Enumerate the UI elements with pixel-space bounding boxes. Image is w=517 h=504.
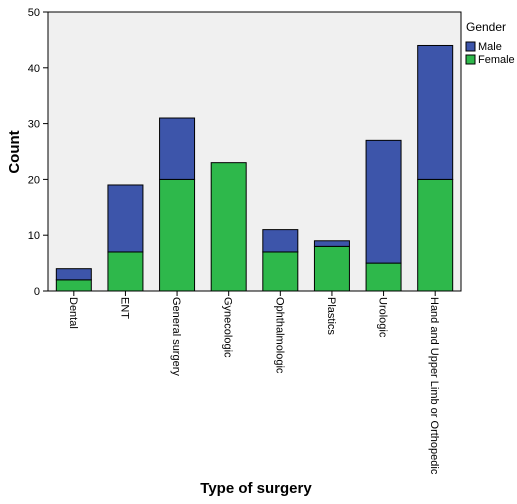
x-tick-label: Urologic: [377, 297, 389, 338]
y-tick-label: 10: [28, 230, 40, 242]
legend-label-male: Male: [478, 41, 502, 53]
bar-male: [159, 117, 196, 180]
x-tick-label: ENT: [118, 297, 130, 319]
bar-male: [262, 229, 299, 253]
x-tick-label: Gynecologic: [222, 297, 234, 358]
bar-female: [55, 279, 92, 292]
y-axis-title: Count: [6, 130, 23, 173]
x-tick-label: Ophthalmologic: [273, 297, 285, 374]
bar-male: [107, 184, 144, 253]
x-tick-label: Hand and Upper Limb or Orthopedic: [428, 297, 440, 475]
bar-female: [210, 162, 247, 292]
x-tick-label: Plastics: [325, 297, 337, 335]
bars: [55, 44, 454, 292]
bar-male: [55, 268, 92, 281]
bar-male: [313, 240, 350, 247]
y-tick-label: 50: [28, 7, 40, 19]
bar-female: [262, 251, 299, 292]
legend-title: Gender: [466, 20, 506, 34]
x-tick-label: General surgery: [170, 297, 182, 376]
bar-male: [417, 44, 454, 180]
bar-male: [365, 139, 402, 264]
y-axis: 0 10 20 30 40 50: [28, 7, 48, 298]
bar-female: [313, 245, 350, 292]
legend-label-female: Female: [478, 54, 515, 66]
bar-female: [417, 178, 454, 292]
bar-female: [159, 178, 196, 292]
y-tick-label: 30: [28, 119, 40, 131]
y-tick-label: 0: [34, 286, 40, 298]
y-tick-label: 40: [28, 63, 40, 75]
x-tick-label: Dental: [67, 297, 79, 329]
legend-swatch-male: [465, 41, 476, 52]
legend-swatch-female: [465, 54, 476, 65]
x-axis-title: Type of surgery: [200, 480, 312, 497]
x-axis: Dental ENT General surgery Gynecologic Ophth…: [67, 291, 440, 475]
bar-female: [107, 251, 144, 292]
y-tick-label: 20: [28, 174, 40, 186]
bar-female: [365, 262, 402, 292]
